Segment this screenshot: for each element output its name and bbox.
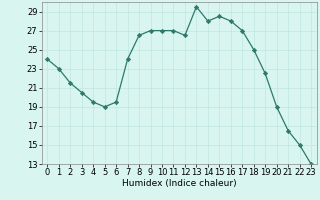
X-axis label: Humidex (Indice chaleur): Humidex (Indice chaleur) bbox=[122, 179, 236, 188]
